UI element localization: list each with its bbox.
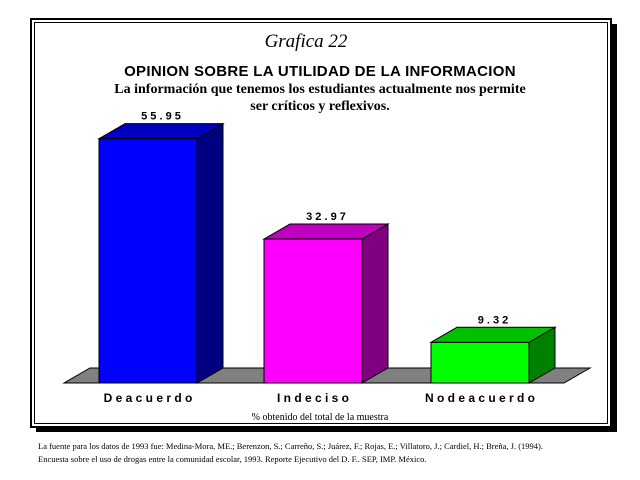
bar-top-2 (429, 326, 557, 343)
bar-value-label-1: 3 2 . 9 7 (306, 211, 346, 223)
category-label-0: D e a c u e r d o (104, 391, 193, 405)
bar-side-1 (361, 223, 389, 384)
bar-front-0 (98, 138, 198, 384)
chart-footnote: % obtenido del total de la muestra (251, 412, 389, 423)
bar-side-0 (196, 122, 224, 384)
bar-top-1 (262, 223, 390, 240)
chart-title: OPINION SOBRE LA UTILIDAD DE LA INFORMAC… (124, 63, 516, 80)
source-line-2: Encuesta sobre el uso de drogas entre la… (38, 454, 427, 464)
chart-subtitle-line1: La información que tenemos los estudiant… (114, 82, 526, 97)
frame-shadow-bottom (36, 428, 617, 432)
bar-top-0 (97, 123, 225, 140)
chart-subtitle-line2: ser críticos y reflexivos. (250, 99, 390, 114)
chart-frame (30, 18, 612, 428)
bar-value-label-2: 9 . 3 2 (478, 314, 509, 326)
bar-front-2 (430, 341, 530, 384)
bar-value-label-0: 5 5 . 9 5 (141, 111, 181, 123)
source-line-1: La fuente para los datos de 1993 fue: Me… (38, 441, 543, 451)
category-label-1: I n d e c i s o (277, 391, 349, 405)
graph-label: Grafica 22 (264, 31, 348, 52)
frame-shadow-right (612, 24, 617, 432)
category-label-2: N o d e a c u e r d o (425, 391, 535, 405)
chart-frame-inner (34, 22, 608, 424)
bar-front-1 (263, 238, 363, 384)
